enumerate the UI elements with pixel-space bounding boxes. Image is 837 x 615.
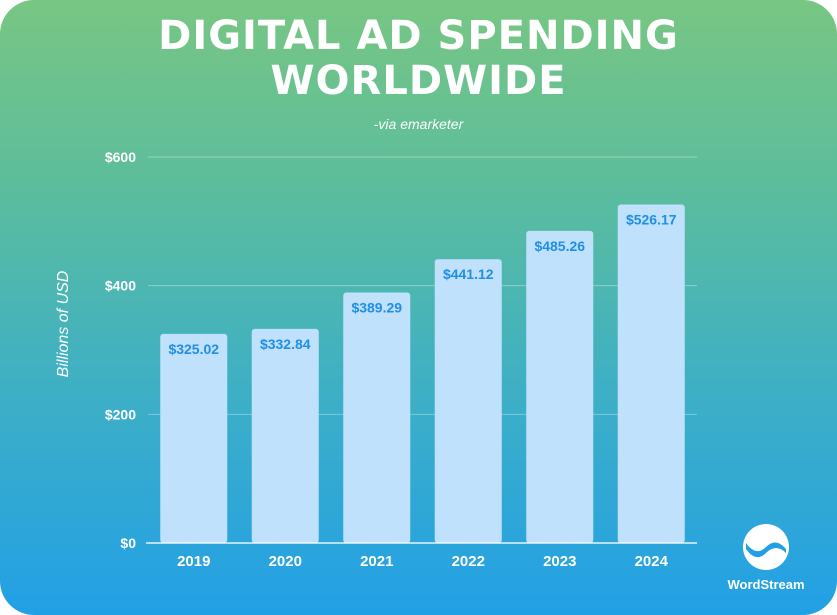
chart-title: DIGITAL AD SPENDING WORLDWIDE <box>0 14 837 104</box>
wordstream-logo-text: WordStream <box>727 577 805 592</box>
y-tick-label: $200 <box>105 406 136 422</box>
wordstream-logo-icon <box>743 524 789 570</box>
y-tick-label: $600 <box>105 149 136 165</box>
bar-value-label: $389.29 <box>351 300 402 316</box>
chart-subtitle: -via emarketer <box>373 116 464 132</box>
y-tick-label: $400 <box>105 278 136 294</box>
x-tick-label: 2019 <box>177 553 210 570</box>
bar-value-label: $441.12 <box>443 266 494 282</box>
bar-2019 <box>160 333 228 543</box>
x-tick-label: 2021 <box>360 553 393 570</box>
bar-value-label: $325.02 <box>168 341 219 357</box>
bar-2023 <box>526 230 594 543</box>
x-tick-label: 2024 <box>635 553 669 570</box>
chart-title-line-2: WORLDWIDE <box>270 58 567 104</box>
bar-value-label: $332.84 <box>260 336 311 352</box>
bar-value-label: $485.26 <box>534 238 585 254</box>
bar-2022 <box>434 259 502 543</box>
bar-2020 <box>251 328 319 543</box>
chart-title-line-1: DIGITAL AD SPENDING <box>158 13 679 59</box>
wordstream-logo: WordStream <box>724 523 808 593</box>
bar-value-label: $526.17 <box>626 211 677 227</box>
x-tick-label: 2020 <box>269 553 302 570</box>
bar-2021 <box>343 292 411 543</box>
bar-2024 <box>617 204 685 543</box>
x-tick-label: 2023 <box>543 553 576 570</box>
x-tick-label: 2022 <box>452 553 485 570</box>
y-tick-label: $0 <box>120 535 136 551</box>
